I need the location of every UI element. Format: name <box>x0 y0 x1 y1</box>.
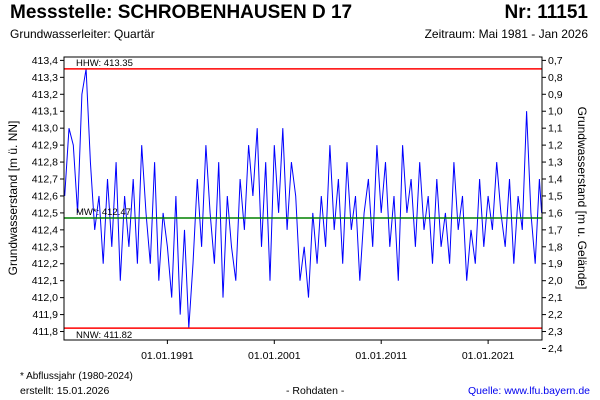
y-tick-label-right-3: 1,0 <box>548 106 563 118</box>
reference-label-min: NNW: 411.82 <box>76 330 132 341</box>
y-tick-label-left-6: 412,8 <box>32 157 58 169</box>
x-tick-label-2: 01.01.2011 <box>355 350 407 362</box>
y-tick-label-right-9: 1,6 <box>548 207 563 219</box>
y-tick-label-right-13: 2,0 <box>548 275 563 287</box>
y-tick-label-left-12: 412,2 <box>32 258 58 270</box>
footnote: * Abflussjahr (1980-2024) <box>20 371 133 382</box>
y-tick-label-right-16: 2,3 <box>548 326 563 338</box>
y-tick-label-left-14: 412,0 <box>32 292 58 304</box>
y-tick-label-left-7: 412,7 <box>32 174 58 186</box>
y-tick-label-left-13: 412,1 <box>32 275 58 287</box>
y-tick-label-left-15: 411,9 <box>33 309 59 321</box>
station-number: Nr: 11151 <box>504 2 588 23</box>
y-tick-label-left-8: 412,6 <box>32 190 58 202</box>
y-tick-label-right-5: 1,2 <box>548 140 563 152</box>
created-date: erstellt: 15.01.2026 <box>20 385 110 397</box>
y-tick-label-left-11: 412,3 <box>32 241 58 253</box>
y-tick-label-right-14: 2,1 <box>548 292 563 304</box>
y-tick-label-right-2: 0,9 <box>548 89 563 101</box>
y-tick-label-right-10: 1,7 <box>548 224 563 236</box>
x-tick-label-1: 01.01.2001 <box>248 350 301 362</box>
y-axis-label-right: Grundwasserstand [m u. Gelände] <box>575 107 589 290</box>
y-tick-label-right-7: 1,4 <box>548 174 563 186</box>
y-tick-label-left-3: 413,1 <box>32 106 58 118</box>
x-tick-label-3: 01.01.2021 <box>462 350 515 362</box>
y-tick-label-left-16: 411,8 <box>33 326 59 338</box>
aquifer-label: Grundwasserleiter: Quartär <box>10 27 155 41</box>
y-tick-label-left-10: 412,4 <box>32 224 58 236</box>
station-title: Messstelle: SCHROBENHAUSEN D 17 <box>10 2 353 23</box>
y-tick-label-right-4: 1,1 <box>548 123 563 135</box>
y-tick-label-right-6: 1,3 <box>548 157 563 169</box>
reference-label-max: HHW: 413.35 <box>76 58 133 69</box>
y-tick-label-right-1: 0,8 <box>548 72 563 84</box>
y-tick-label-left-5: 412,9 <box>32 140 58 152</box>
y-axis-label-left: Grundwasserstand [m ü. NN] <box>6 121 20 276</box>
series-line-0 <box>64 68 543 329</box>
plot-layer: HHW: 413.35 MW*: 412.47 NNW: 411.82 <box>64 58 543 341</box>
plot-frame <box>63 56 543 341</box>
y-tick-label-right-15: 2,2 <box>548 309 563 321</box>
source-link[interactable]: Quelle: www.lfu.bayern.de <box>468 385 590 397</box>
reference-label-mean: MW*: 412.47 <box>76 207 131 218</box>
period-label: Zeitraum: Mai 1981 - Jan 2026 <box>424 27 588 41</box>
axes-layer: 413,4 413,3 413,2 413,1 413,0 412,9 412,8 412,7… <box>32 55 563 362</box>
y-tick-label-right-12: 1,9 <box>548 258 563 270</box>
y-tick-label-left-0: 413,4 <box>32 55 58 67</box>
y-tick-label-right-17: 2,4 <box>548 343 563 355</box>
y-tick-label-left-1: 413,3 <box>32 72 58 84</box>
x-tick-label-0: 01.01.1991 <box>141 350 194 362</box>
y-tick-label-left-9: 412,5 <box>32 207 58 219</box>
y-tick-label-left-4: 413,0 <box>32 123 58 135</box>
y-tick-label-right-8: 1,5 <box>548 190 563 202</box>
y-tick-label-right-11: 1,8 <box>548 241 563 253</box>
y-tick-label-right-0: 0,7 <box>548 55 563 67</box>
y-tick-label-left-2: 413,2 <box>32 89 58 101</box>
rawdata-label: - Rohdaten - <box>286 385 345 397</box>
